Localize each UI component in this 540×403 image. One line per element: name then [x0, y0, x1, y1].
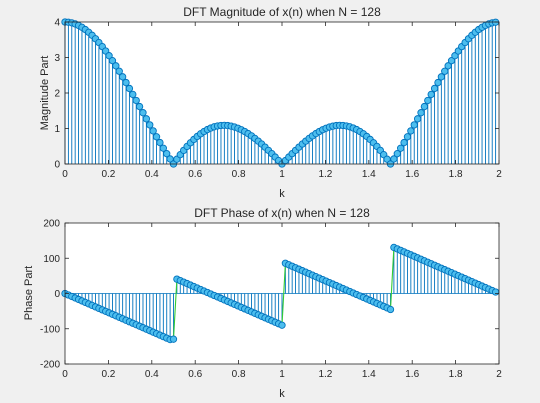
- data-point: [118, 73, 127, 81]
- x-tick-label: 0.2: [101, 169, 115, 180]
- y-tick-label: 2: [54, 89, 60, 100]
- plot-area: [65, 22, 499, 164]
- x-tick-label: 1: [279, 169, 285, 180]
- phase-chart: DFT Phase of x(n) when N = 128 k Phase P…: [23, 206, 502, 400]
- data-point: [407, 127, 415, 135]
- data-point: [434, 78, 442, 87]
- x-tick-label: 0.8: [232, 369, 246, 380]
- data-point: [149, 127, 157, 135]
- data-point: [142, 115, 151, 123]
- y-tick-label: 0: [54, 289, 60, 300]
- data-point: [156, 138, 164, 147]
- data-point: [105, 52, 113, 60]
- data-point: [430, 84, 439, 93]
- chart-title: DFT Magnitude of x(n) when N = 128: [183, 5, 381, 19]
- y-tick-label: 1: [54, 124, 60, 135]
- data-point: [441, 67, 449, 75]
- y-tick-label: -200: [40, 360, 60, 371]
- data-point: [390, 155, 398, 163]
- data-point: [122, 78, 130, 87]
- data-point: [413, 115, 422, 123]
- data-point: [159, 144, 167, 152]
- magnitude-chart: DFT Magnitude of x(n) when N = 128 k Mag…: [39, 5, 502, 200]
- x-tick-label: 0: [62, 369, 68, 380]
- y-tick-label: -100: [40, 324, 60, 335]
- x-tick-label: 1.2: [318, 369, 332, 380]
- x-tick-label: 1.4: [362, 169, 376, 180]
- x-tick-label: 0: [62, 169, 68, 180]
- data-point: [139, 109, 147, 117]
- data-point: [152, 133, 161, 141]
- x-tick-label: 2: [496, 369, 502, 380]
- x-tick-label: 0.6: [188, 169, 202, 180]
- x-tick-label: 1.2: [318, 169, 332, 180]
- x-tick-label: 1.8: [449, 369, 463, 380]
- data-point: [393, 150, 401, 158]
- data-point: [437, 73, 446, 81]
- y-tick-label: 3: [54, 53, 60, 64]
- data-point: [403, 133, 412, 141]
- data-point: [129, 90, 137, 99]
- x-tick-label: 0.8: [232, 169, 246, 180]
- data-point: [115, 67, 123, 75]
- data-point: [278, 321, 286, 329]
- data-point: [420, 102, 429, 111]
- data-point: [146, 121, 154, 129]
- data-point: [444, 62, 452, 70]
- data-point: [410, 121, 418, 129]
- x-tick-label: 1.6: [405, 169, 419, 180]
- x-tick-label: 2: [496, 169, 502, 180]
- data-point: [386, 305, 395, 314]
- x-tick-label: 0.4: [145, 369, 159, 380]
- x-tick-label: 1.8: [449, 169, 463, 180]
- data-point: [132, 96, 140, 105]
- data-point: [427, 90, 435, 99]
- data-point: [169, 335, 178, 343]
- data-point: [400, 138, 408, 147]
- data-point: [397, 144, 405, 152]
- data-point: [491, 288, 500, 296]
- data-point: [417, 109, 425, 117]
- y-axis-label: Magnitude Part: [39, 56, 51, 131]
- y-axis-label: Phase Part: [23, 266, 35, 320]
- y-tick-label: 0: [54, 160, 60, 171]
- x-tick-label: 1.6: [405, 369, 419, 380]
- x-tick-label: 0.2: [101, 369, 115, 380]
- data-point: [424, 96, 432, 105]
- x-tick-label: 1: [279, 369, 285, 380]
- data-point: [125, 84, 134, 93]
- data-point: [163, 150, 171, 158]
- chart-title: DFT Phase of x(n) when N = 128: [194, 206, 370, 220]
- x-tick-label: 0.6: [188, 369, 202, 380]
- x-axis-label: k: [279, 188, 285, 200]
- y-tick-label: 100: [43, 254, 60, 265]
- data-point: [135, 102, 144, 111]
- x-axis-label: k: [279, 388, 285, 400]
- x-tick-label: 1.4: [362, 369, 376, 380]
- data-point: [108, 56, 117, 65]
- data-point: [447, 56, 456, 65]
- x-tick-label: 0.4: [145, 169, 159, 180]
- y-tick-label: 200: [43, 219, 60, 230]
- y-tick-label: 4: [54, 18, 60, 29]
- data-point: [112, 62, 120, 70]
